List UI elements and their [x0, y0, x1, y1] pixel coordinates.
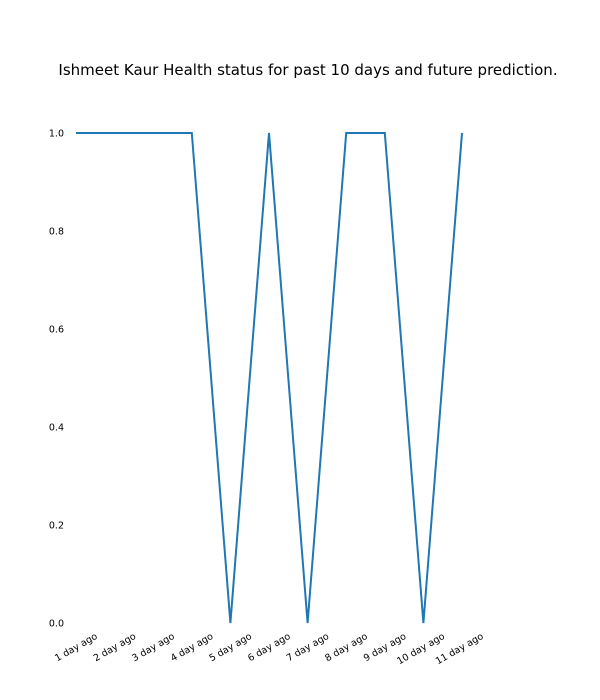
series-group	[76, 132, 463, 624]
x-tick-label: 3 day ago	[130, 631, 177, 664]
x-tick-label: 4 day ago	[169, 631, 216, 664]
y-tick-label: 0.4	[49, 423, 64, 434]
y-tick-label: 1.0	[49, 129, 64, 140]
x-tick-label: 1 day ago	[53, 631, 100, 664]
y-tick-label: 0.0	[49, 619, 64, 630]
series-line	[76, 132, 463, 624]
x-tick-label: 2 day ago	[92, 631, 139, 664]
y-tick-label: 0.6	[49, 325, 64, 336]
x-tick-label: 5 day ago	[207, 631, 254, 664]
y-tick-label: 0.2	[49, 521, 64, 532]
y-axis-ticks: 0.0 0.2 0.4 0.6 0.8 1.0	[49, 129, 64, 630]
x-tick-label: 6 day ago	[246, 631, 293, 664]
y-tick-label: 0.8	[49, 227, 64, 238]
x-tick-label: 8 day ago	[323, 631, 370, 664]
chart-title: Ishmeet Kaur Health status for past 10 d…	[58, 61, 558, 79]
x-tick-label: 7 day ago	[285, 631, 332, 664]
